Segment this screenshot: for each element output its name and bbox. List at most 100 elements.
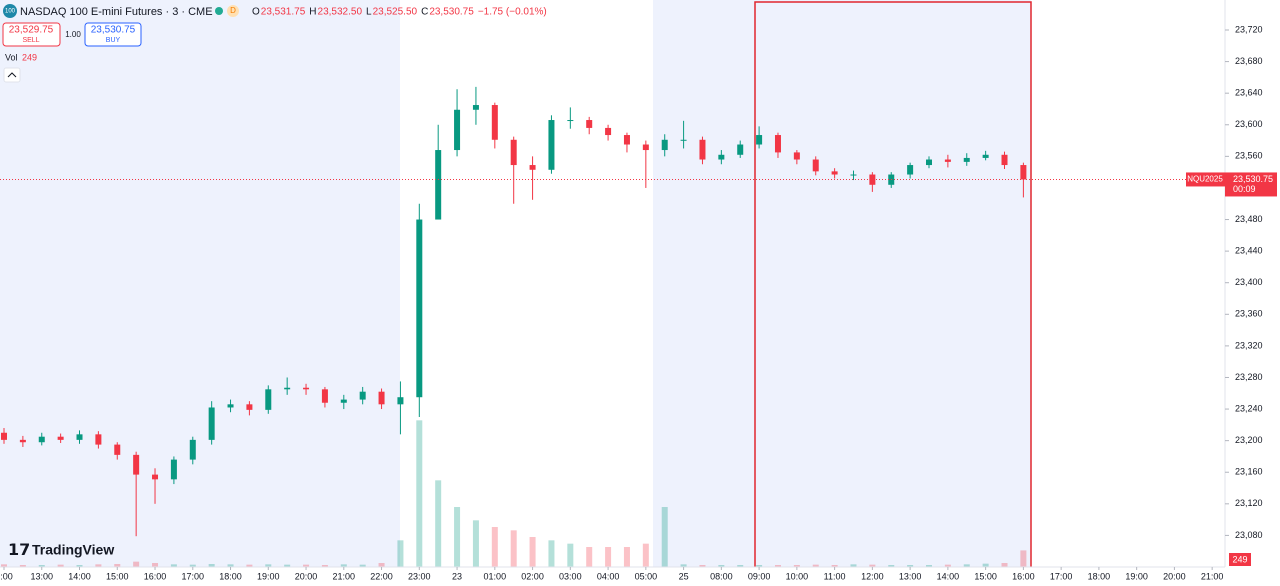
- candle-body: [340, 399, 347, 403]
- volume-bar: [680, 564, 687, 567]
- x-tick-label: 20:00: [1163, 571, 1186, 581]
- y-tick-label: 23,560: [1235, 151, 1263, 161]
- volume-bar: [907, 565, 914, 567]
- sell-label: SELL: [22, 37, 39, 44]
- candle-body: [435, 150, 442, 220]
- candle-body: [529, 165, 536, 170]
- x-tick-label: 16:00: [1012, 571, 1035, 581]
- sell-price: 23,529.75: [9, 25, 54, 36]
- y-tick-label: 23,080: [1235, 530, 1263, 540]
- buy-label: BUY: [106, 37, 121, 44]
- volume-bar: [718, 565, 725, 567]
- symbol-tag-bg: [1186, 172, 1225, 187]
- candle-body: [963, 157, 970, 162]
- status-dot: [215, 7, 223, 15]
- volume-bar: [661, 507, 668, 567]
- volume-bar: [472, 520, 479, 567]
- y-tick-label: 23,240: [1235, 403, 1263, 413]
- volume-bar: [737, 565, 744, 567]
- volume-bar: [303, 564, 310, 567]
- volume-bar: [567, 543, 574, 567]
- volume-bar: [491, 527, 498, 567]
- symbol-title[interactable]: NASDAQ 100 E-mini Futures · 3 · CME: [20, 6, 213, 18]
- x-tick-label: 20:00: [295, 571, 318, 581]
- candle-body: [567, 120, 574, 122]
- y-tick-label: 23,160: [1235, 467, 1263, 477]
- candle-body: [416, 219, 423, 398]
- volume-bar: [397, 540, 404, 567]
- candle-body: [699, 139, 706, 160]
- x-tick-label: 13:00: [899, 571, 922, 581]
- ohlc-key: H: [309, 7, 316, 18]
- y-tick-label: 23,400: [1235, 277, 1263, 287]
- x-tick-label: 18:00: [1088, 571, 1111, 581]
- candle-body: [774, 135, 781, 153]
- y-tick-label: 23,480: [1235, 214, 1263, 224]
- y-tick-label: 23,200: [1235, 435, 1263, 445]
- price-axis: [1225, 0, 1280, 586]
- candle-body: [1020, 165, 1027, 180]
- candle-body: [586, 120, 593, 128]
- candle-body: [680, 139, 687, 141]
- countdown: 00:09: [1233, 184, 1256, 194]
- y-tick-label: 23,600: [1235, 119, 1263, 129]
- x-tick-label: 17:00: [1050, 571, 1073, 581]
- y-tick-label: 23,680: [1235, 56, 1263, 66]
- volume-bar: [265, 564, 272, 567]
- volume-bar: [19, 565, 26, 567]
- volume-bar: [76, 565, 83, 567]
- ohlc-key: C: [421, 7, 428, 18]
- candle-body: [510, 139, 517, 166]
- x-tick-label: 01:00: [484, 571, 507, 581]
- candle-body: [133, 454, 140, 475]
- candle-body: [756, 135, 763, 145]
- volume-bar: [227, 564, 234, 567]
- volume-bar: [623, 547, 630, 567]
- candle-body: [95, 434, 102, 445]
- candle-body: [321, 389, 328, 403]
- candle-body: [1, 432, 8, 440]
- volume-bar: [510, 530, 517, 567]
- candle-body: [246, 404, 253, 410]
- candle-body: [454, 109, 461, 151]
- ohlc-key: L: [366, 7, 372, 18]
- candle-body: [114, 444, 121, 455]
- candle-body: [623, 135, 630, 145]
- volume-bar: [926, 565, 933, 567]
- badge-bg: [227, 5, 239, 17]
- candle-body: [170, 459, 177, 480]
- axes: 23,080 23,120 23,160 23,200 23,240 23,280 23,3…: [0, 24, 1277, 581]
- candle-body: [661, 139, 668, 151]
- volume-bar: [812, 564, 819, 567]
- volume-bar: [170, 564, 177, 567]
- x-tick-label: 22:00: [370, 571, 393, 581]
- x-tick-label: 08:00: [710, 571, 733, 581]
- volume-bar: [378, 563, 385, 567]
- candle-body: [491, 105, 498, 140]
- x-tick-label: 12:00: [861, 571, 884, 581]
- x-tick-label: 17:00: [182, 571, 205, 581]
- x-tick-label: 23: [452, 571, 462, 581]
- price-tag-bg: [1225, 172, 1277, 197]
- candle-body: [605, 127, 612, 136]
- vol-label: Vol: [5, 52, 18, 62]
- volume-bar: [850, 564, 857, 567]
- volume-bar: [133, 561, 140, 567]
- volume-bar: [605, 547, 612, 567]
- candle-body: [831, 171, 838, 175]
- candle-body: [737, 144, 744, 155]
- x-tick-label: 04:00: [597, 571, 620, 581]
- buy-button[interactable]: [84, 22, 142, 47]
- candle-body: [397, 397, 404, 405]
- symbol-tag: NQU2025: [1187, 175, 1223, 184]
- y-tick-label: 23,640: [1235, 88, 1263, 98]
- volume-bar: [869, 564, 876, 567]
- collapse-button[interactable]: [3, 67, 21, 83]
- y-tick-label: 23,320: [1235, 340, 1263, 350]
- sell-button[interactable]: [2, 22, 61, 47]
- price-tag: 23,530.75: [1233, 174, 1273, 184]
- volume-bar: [435, 480, 442, 567]
- volume-bar: [284, 564, 291, 567]
- symbol-icon: [3, 4, 17, 18]
- candle-body: [378, 391, 385, 405]
